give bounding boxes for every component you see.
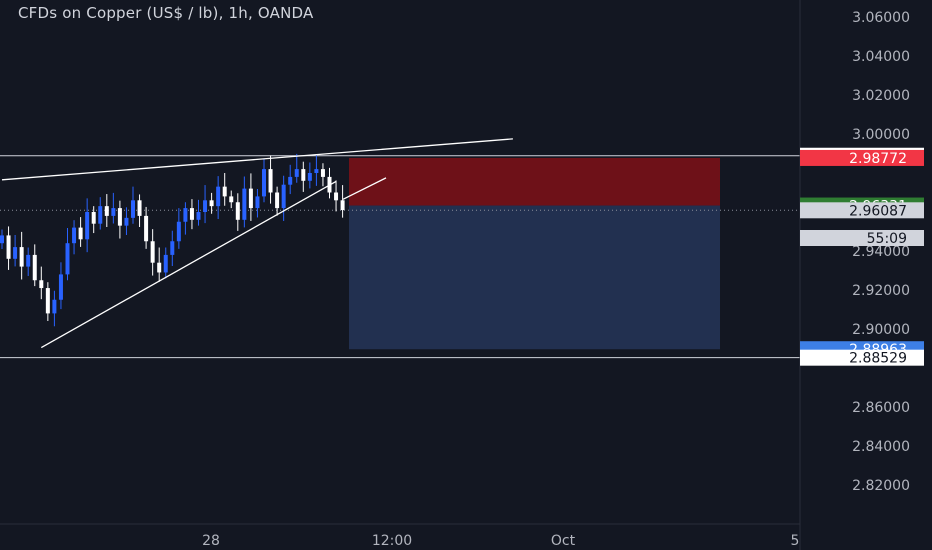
candle-body [275,192,280,209]
time-tick-label: 28 [202,533,220,549]
candle-body [45,288,50,314]
candle-body [307,173,312,181]
candle-body [85,212,90,240]
candle-body [255,196,260,209]
candle-body [78,227,83,240]
candle-body [163,254,168,273]
candle-body [131,200,135,218]
price-axis[interactable]: 3.06000 3.04000 3.02000 3.00000 2.94000 2.920… [852,10,910,494]
candle-body [170,241,175,255]
price-tick-label: 2.90000 [852,322,910,338]
candle-body [209,200,214,207]
price-label-text: 2.98772 [849,151,907,167]
candle-body [124,217,129,226]
candle-body [340,200,345,211]
time-axis[interactable]: 28 12:00 Oct 5 [202,533,799,549]
candle-body [242,188,247,220]
candle-body [196,212,201,220]
candle-body [91,212,96,224]
candle-body [320,169,325,177]
chart-title: CFDs on Copper (US$ / lb), 1h, OANDA [18,4,314,22]
time-tick-label: Oct [551,533,576,549]
candle-body [58,274,63,300]
price-tick-label: 2.86000 [852,400,910,416]
candle-body [65,243,70,275]
price-tick-label: 3.04000 [852,49,910,65]
upper-wedge-line[interactable] [1,138,513,181]
price-tick-label: 2.82000 [852,478,910,494]
candle-body [26,254,31,267]
candle-body [144,215,149,242]
horizontal-levels [0,155,800,359]
candle-body [294,169,299,177]
time-tick-label: 5 [791,533,800,549]
price-label-last [800,202,924,219]
candle-body [104,206,109,216]
candle-body [176,221,181,242]
candle-body [39,280,44,289]
price-label-countdown [800,230,924,246]
candle-body [19,247,24,267]
candle-body [150,241,155,263]
candle-body [0,235,4,244]
candle-body [183,208,188,222]
price-tick-label: 2.84000 [852,439,910,455]
candle-body [111,208,116,216]
candle-body [301,169,306,181]
take-profit-zone[interactable] [349,205,720,350]
price-tick-label: 2.94000 [852,244,910,260]
candle-body [248,188,253,209]
candle-body [157,262,162,273]
candle-body [189,208,194,220]
price-label-text: 2.88529 [849,351,907,367]
candle-body [281,184,286,209]
price-tick-label: 3.06000 [852,10,910,26]
time-tick-label: 12:00 [372,533,412,549]
trendline-extension[interactable] [342,177,387,200]
lower-wedge-line[interactable] [40,180,337,349]
candle-body [137,200,142,216]
price-tick-label: 3.00000 [852,127,910,143]
candle-body [288,176,293,185]
price-label-text: 2.96087 [849,203,907,219]
price-label-stop [800,149,924,166]
price-label-text: 55:09 [867,231,907,247]
trendlines [1,138,513,349]
candle-body [268,169,273,193]
candle-body [203,200,208,212]
candle-body [72,227,77,244]
stop-loss-zone[interactable] [349,157,720,206]
candle-body [98,206,103,224]
price-tick-label: 3.02000 [852,88,910,104]
candle-body [32,254,37,281]
candle-body [13,247,18,259]
candle-body [6,235,11,259]
candle-body [262,169,266,197]
candle-body [52,299,57,314]
position-zones [349,157,720,350]
candle-body [314,169,319,173]
price-tick-label: 2.92000 [852,283,910,299]
candle-body [229,196,234,203]
candles [0,153,345,327]
candle-body [222,186,227,197]
candle-body [117,208,122,226]
candle-body [216,186,221,207]
candle-body [235,202,240,220]
candle-body [334,192,339,201]
price-labels: 2.988852.987722.963312.9608755:092.88963… [800,147,924,367]
price-label-level [800,349,924,366]
